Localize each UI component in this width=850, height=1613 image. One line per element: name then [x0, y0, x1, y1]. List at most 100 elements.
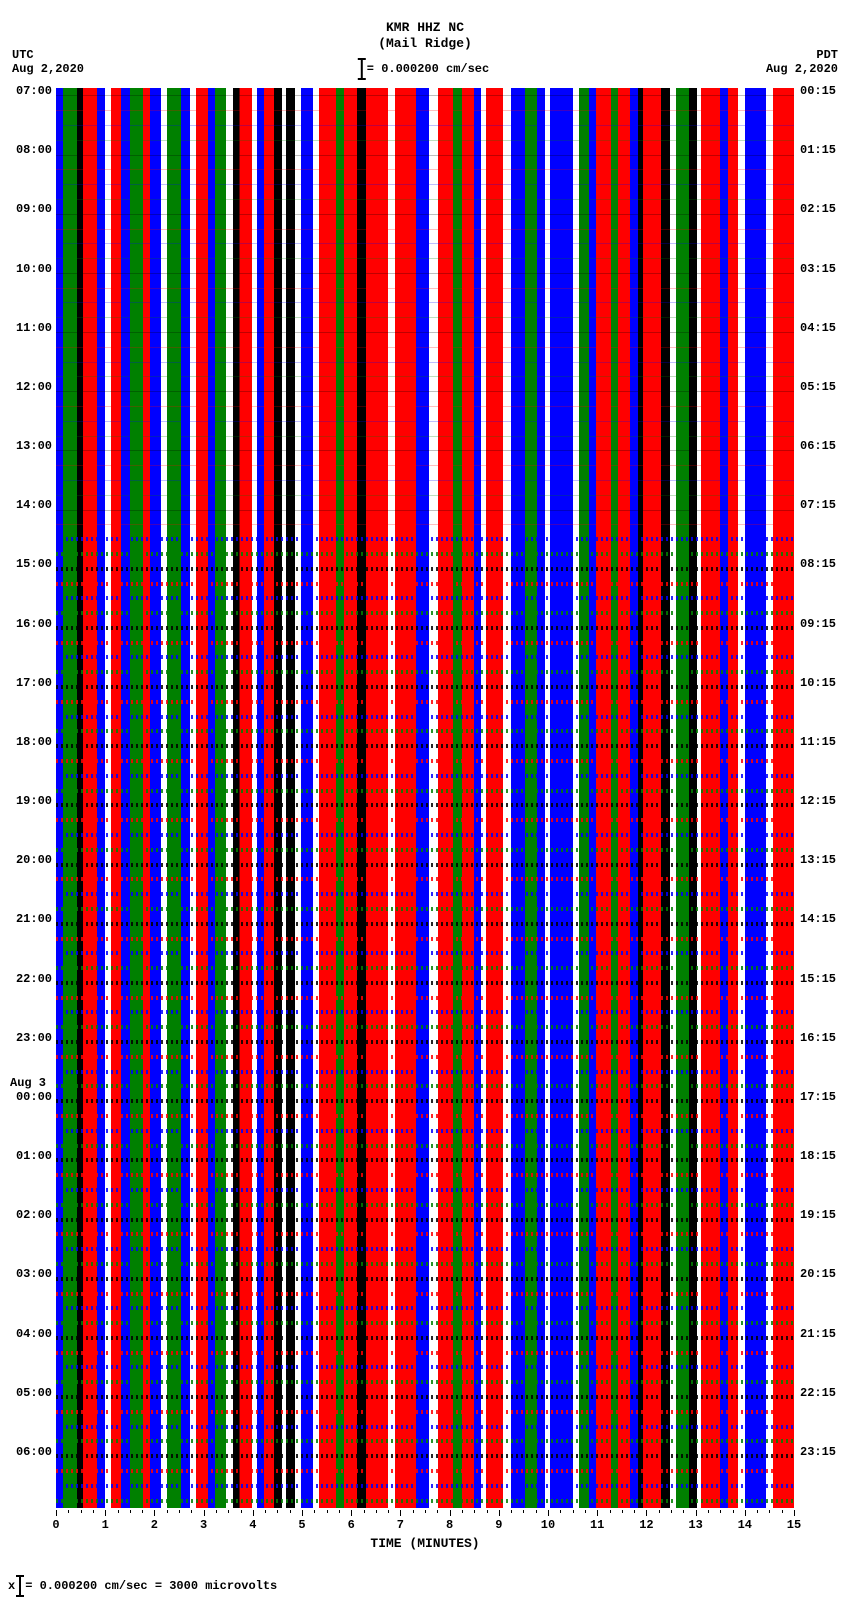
x-axis-title: TIME (MINUTES) [56, 1536, 794, 1551]
bg-band [215, 88, 225, 1508]
xtick-minor [413, 1510, 414, 1513]
right-hour-label: 17:15 [800, 1090, 836, 1104]
xtick-major [499, 1510, 500, 1516]
xtick-label: 3 [200, 1518, 207, 1532]
bg-band [196, 88, 208, 1508]
vline-light [670, 88, 671, 1508]
xtick-minor [241, 1510, 242, 1513]
plot-area [56, 88, 794, 1508]
bg-band [257, 88, 264, 1508]
xtick-label: 10 [541, 1518, 555, 1532]
xtick-minor [659, 1510, 660, 1513]
xtick-label: 15 [787, 1518, 801, 1532]
xtick-major [56, 1510, 57, 1516]
xtick-minor [68, 1510, 69, 1513]
xtick-minor [610, 1510, 611, 1513]
xtick-minor [487, 1510, 488, 1513]
xtick-minor [118, 1510, 119, 1513]
xtick-major [646, 1510, 647, 1516]
bg-band [773, 88, 794, 1508]
xtick-minor [339, 1510, 340, 1513]
vline-light [429, 88, 430, 1508]
xtick-label: 1 [102, 1518, 109, 1532]
right-corner-labels: PDT Aug 2,2020 [766, 48, 838, 77]
bg-band [676, 88, 689, 1508]
left-hour-label: 14:00 [10, 498, 52, 512]
bg-band [643, 88, 661, 1508]
bg-band [738, 88, 745, 1508]
left-hour-label: 18:00 [10, 735, 52, 749]
bg-band [83, 88, 98, 1508]
footer-prefix: x [8, 1579, 15, 1593]
vline-light [481, 88, 482, 1508]
right-hour-label: 08:15 [800, 557, 836, 571]
xtick-major [204, 1510, 205, 1516]
bg-band [239, 88, 252, 1508]
xtick-minor [142, 1510, 143, 1513]
bg-band [167, 88, 182, 1508]
bg-band [438, 88, 453, 1508]
right-hour-label: 11:15 [800, 735, 836, 749]
xtick-major [794, 1510, 795, 1516]
xtick-minor [277, 1510, 278, 1513]
xtick-label: 12 [639, 1518, 653, 1532]
vline-light [766, 88, 767, 1508]
vline-light [545, 88, 546, 1508]
xtick-minor [622, 1510, 623, 1513]
xtick-minor [769, 1510, 770, 1513]
bg-band [395, 88, 416, 1508]
left-date-break: Aug 3 [10, 1076, 46, 1090]
bg-band [97, 88, 104, 1508]
right-hour-label: 12:15 [800, 794, 836, 808]
right-hour-label: 02:15 [800, 202, 836, 216]
vline-light [252, 88, 253, 1508]
xtick-minor [265, 1510, 266, 1513]
xtick-label: 7 [397, 1518, 404, 1532]
vline-light [573, 88, 574, 1508]
left-corner-labels: UTC Aug 2,2020 [12, 48, 84, 77]
footer-scale: x = 0.000200 cm/sec = 3000 microvolts [8, 1575, 277, 1597]
xtick-minor [462, 1510, 463, 1513]
vline-light [313, 88, 314, 1508]
right-hour-label: 15:15 [800, 972, 836, 986]
xtick-minor [560, 1510, 561, 1513]
scale-indicator: = 0.000200 cm/sec [361, 58, 489, 80]
right-hour-label: 05:15 [800, 380, 836, 394]
station-title: KMR HHZ NC [0, 20, 850, 36]
xtick-minor [634, 1510, 635, 1513]
bg-band [511, 88, 526, 1508]
xtick-minor [179, 1510, 180, 1513]
vline-light [697, 88, 698, 1508]
xtick-minor [167, 1510, 168, 1513]
right-hour-label: 13:15 [800, 853, 836, 867]
right-hour-label: 16:15 [800, 1031, 836, 1045]
right-hour-label: 19:15 [800, 1208, 836, 1222]
xtick-label: 13 [688, 1518, 702, 1532]
right-hour-label: 23:15 [800, 1445, 836, 1459]
xtick-label: 14 [738, 1518, 752, 1532]
bg-band [462, 88, 474, 1508]
vline-light [161, 88, 162, 1508]
left-tz-label: UTC [12, 48, 84, 62]
bg-band [453, 88, 462, 1508]
xtick-minor [93, 1510, 94, 1513]
right-hour-label: 21:15 [800, 1327, 836, 1341]
footer-scale-bar-icon [19, 1575, 21, 1597]
right-hour-label: 01:15 [800, 143, 836, 157]
bg-band [589, 88, 596, 1508]
xtick-minor [228, 1510, 229, 1513]
xtick-major [105, 1510, 106, 1516]
xtick-label: 4 [249, 1518, 256, 1532]
vline-dark [239, 88, 240, 1508]
left-hour-label: 04:00 [10, 1327, 52, 1341]
xtick-major [745, 1510, 746, 1516]
scale-text: = 0.000200 cm/sec [367, 62, 489, 76]
bg-band [336, 88, 343, 1508]
xtick-major [696, 1510, 697, 1516]
vline-dark [661, 88, 662, 1508]
xtick-label: 5 [298, 1518, 305, 1532]
bg-band [486, 88, 504, 1508]
vline-light [503, 88, 504, 1508]
bg-band [525, 88, 537, 1508]
xtick-minor [364, 1510, 365, 1513]
